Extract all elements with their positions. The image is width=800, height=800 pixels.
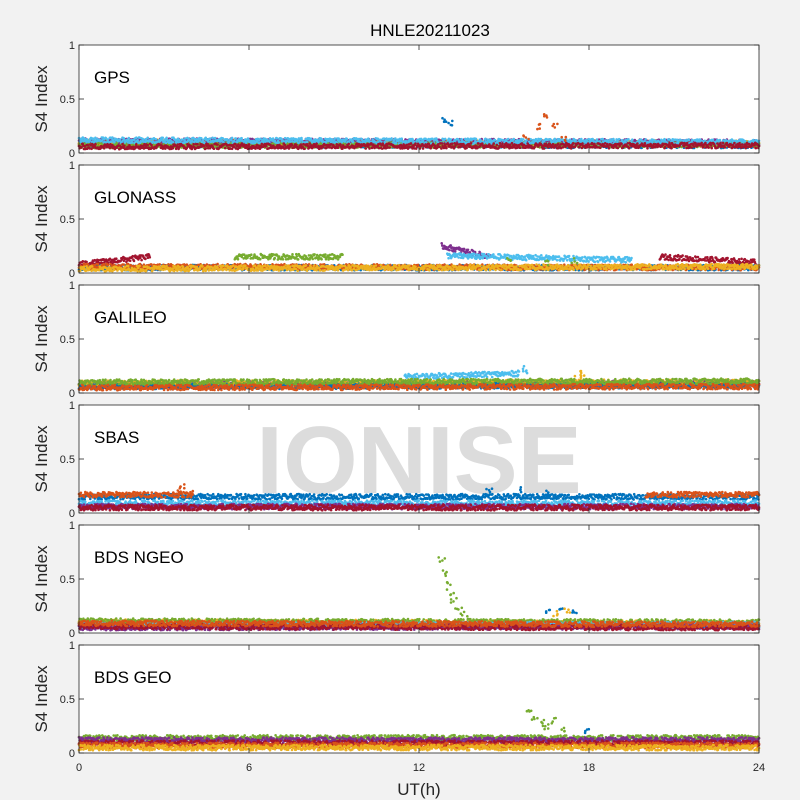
panel-background (79, 45, 759, 153)
chart-title: HNLE20211023 (370, 21, 490, 40)
series-points (77, 113, 761, 151)
